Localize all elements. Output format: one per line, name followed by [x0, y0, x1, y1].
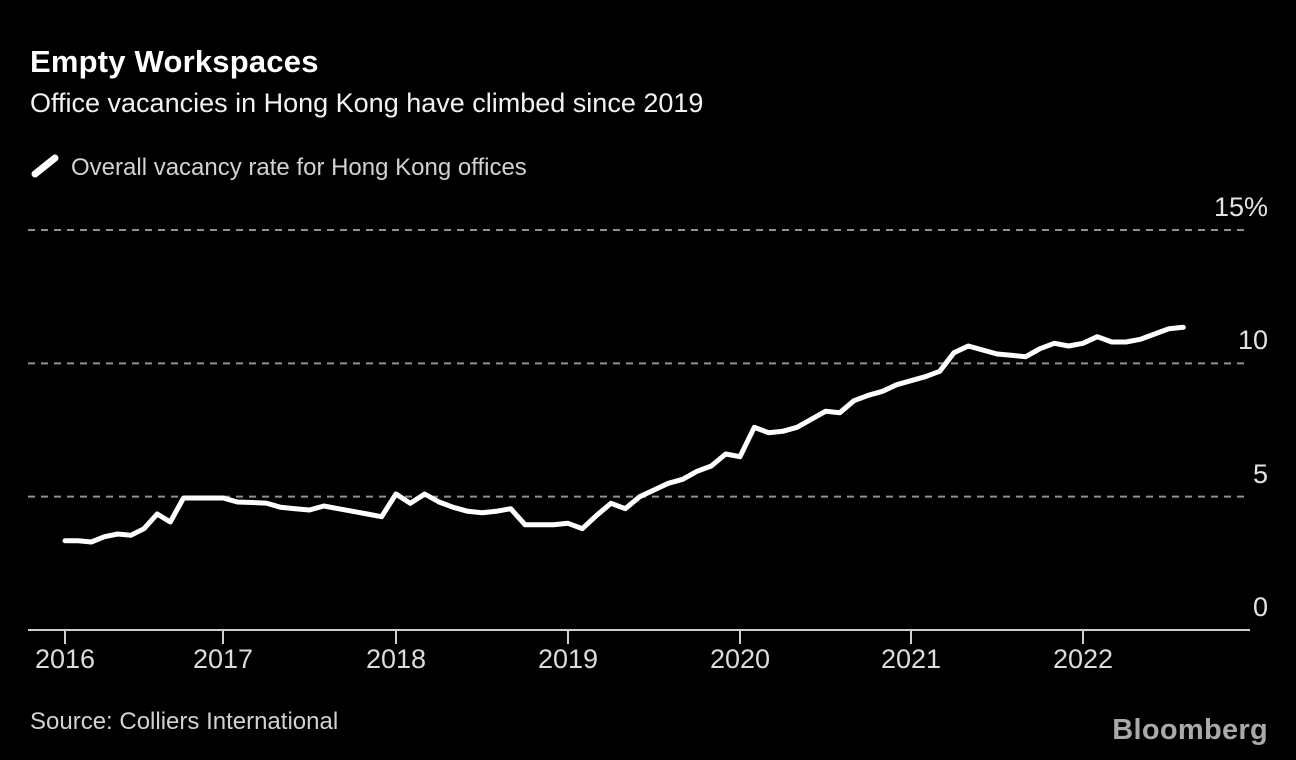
- y-tick-label: 0: [1252, 592, 1268, 622]
- chart-subtitle: Office vacancies in Hong Kong have climb…: [30, 88, 704, 118]
- x-tick-label: 2021: [880, 644, 942, 674]
- x-tick-label: 2019: [537, 644, 599, 674]
- y-tick-label: 10: [1237, 325, 1268, 356]
- chart-title: Empty Workspaces: [30, 44, 319, 79]
- legend-label: Overall vacancy rate for Hong Kong offic…: [71, 153, 527, 181]
- x-tick-label: 2016: [34, 644, 96, 674]
- x-tick-label: 2017: [192, 644, 254, 674]
- y-tick-label: 5: [1252, 458, 1268, 489]
- line-series-marker-icon: [30, 150, 60, 185]
- x-tick-label: 2022: [1052, 644, 1114, 674]
- x-tick-label: 2020: [709, 644, 771, 674]
- vacancy-rate-line: [62, 324, 1186, 545]
- source-attribution: Source: Colliers International: [30, 708, 339, 735]
- legend: Overall vacancy rate for Hong Kong offic…: [30, 150, 527, 185]
- bloomberg-logo: Bloomberg: [1112, 714, 1268, 746]
- x-tick-label: 2018: [365, 644, 427, 674]
- y-tick-label: 15%: [1213, 191, 1268, 222]
